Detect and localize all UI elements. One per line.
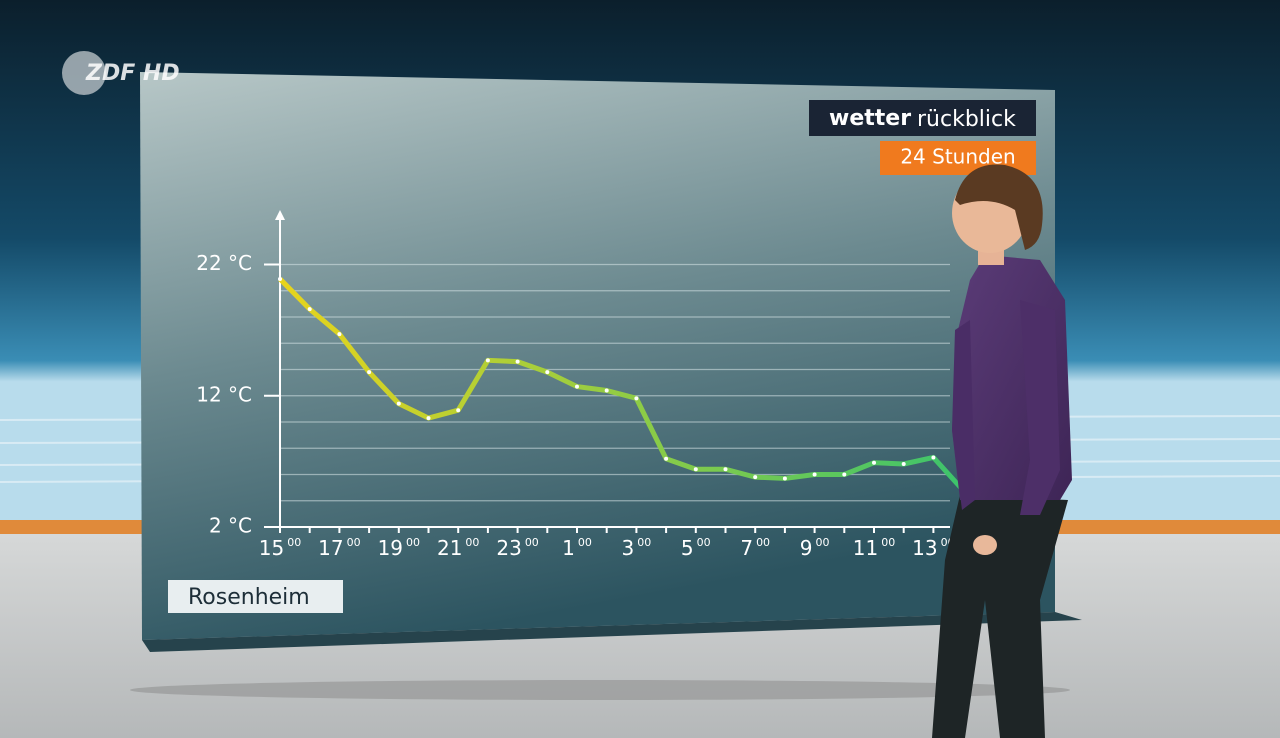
x-tick-hour: 3 bbox=[622, 536, 635, 560]
data-point bbox=[396, 401, 401, 406]
presenter bbox=[932, 164, 1072, 738]
x-tick-hour: 13 bbox=[912, 536, 937, 560]
location: Rosenheim bbox=[188, 585, 310, 610]
x-tick-label: 7 00 bbox=[740, 536, 770, 560]
data-point bbox=[307, 307, 312, 312]
brand-box bbox=[809, 100, 1036, 136]
x-tick-minutes: 00 bbox=[347, 536, 361, 549]
x-tick-minutes: 00 bbox=[578, 536, 592, 549]
data-point bbox=[842, 472, 847, 477]
data-point bbox=[575, 384, 579, 389]
x-tick-label: 11 00 bbox=[853, 536, 895, 560]
x-tick-minutes: 00 bbox=[287, 536, 301, 549]
x-tick-hour: 19 bbox=[378, 536, 403, 560]
x-tick-label: 3 00 bbox=[622, 536, 652, 560]
data-point bbox=[901, 462, 906, 466]
x-tick-label: 23 00 bbox=[496, 536, 538, 560]
logo-mark bbox=[62, 51, 106, 95]
data-point bbox=[872, 460, 876, 465]
x-tick-minutes: 00 bbox=[637, 536, 651, 549]
y-axis-arrow bbox=[275, 210, 285, 220]
x-tick-minutes: 00 bbox=[756, 536, 770, 549]
data-point bbox=[278, 276, 282, 281]
data-point bbox=[634, 396, 639, 401]
x-tick-label: 15 00 bbox=[259, 536, 301, 560]
data-point bbox=[782, 476, 787, 481]
x-tick-minutes: 00 bbox=[465, 536, 479, 549]
data-point bbox=[664, 456, 669, 461]
chart-board bbox=[140, 72, 1055, 640]
logo: ZDF HD bbox=[85, 61, 180, 86]
brand: wetter bbox=[829, 106, 911, 131]
board-shadow bbox=[130, 680, 1070, 700]
data-line bbox=[278, 277, 965, 492]
data-point bbox=[812, 472, 817, 477]
data-point bbox=[515, 359, 520, 364]
y-tick-label: 22 °C bbox=[196, 251, 252, 275]
chart-title: rückblick bbox=[917, 107, 1016, 132]
x-tick-hour: 9 bbox=[800, 536, 813, 560]
plot: 2 °C12 °C22 °C15 00 17 00 19 00 21 00 23 00 1 00 3 00… bbox=[196, 210, 966, 560]
x-tick-label: 19 00 bbox=[378, 536, 420, 560]
x-tick-hour: 21 bbox=[437, 536, 462, 560]
x-tick-label: 21 00 bbox=[437, 536, 479, 560]
data-point bbox=[604, 388, 609, 393]
x-tick-minutes: 00 bbox=[525, 536, 539, 549]
location-box bbox=[168, 580, 343, 613]
data-point bbox=[456, 408, 461, 413]
x-tick-label: 1 00 bbox=[562, 536, 592, 560]
data-point bbox=[426, 416, 431, 421]
x-tick-minutes: 00 bbox=[406, 536, 420, 549]
x-tick-minutes: 00 bbox=[815, 536, 829, 549]
y-tick-label: 2 °C bbox=[209, 514, 252, 538]
x-tick-minutes: 00 bbox=[697, 536, 711, 549]
x-tick-hour: 11 bbox=[853, 536, 878, 560]
x-tick-label: 17 00 bbox=[318, 536, 360, 560]
data-point bbox=[545, 370, 550, 375]
x-tick-hour: 7 bbox=[740, 536, 753, 560]
data-point bbox=[367, 370, 372, 375]
data-point bbox=[485, 358, 490, 363]
data-point bbox=[723, 467, 728, 472]
x-tick-label: 9 00 bbox=[800, 536, 830, 560]
data-point bbox=[753, 475, 758, 480]
x-tick-hour: 23 bbox=[496, 536, 521, 560]
x-tick-minutes: 00 bbox=[881, 536, 895, 549]
x-tick-label: 5 00 bbox=[681, 536, 711, 560]
x-tick-hour: 15 bbox=[259, 536, 284, 560]
x-tick-hour: 5 bbox=[681, 536, 694, 560]
data-point bbox=[337, 332, 342, 337]
board-edge bbox=[142, 612, 1082, 652]
x-tick-hour: 1 bbox=[562, 536, 575, 560]
y-tick-label: 12 °C bbox=[196, 382, 252, 406]
data-point bbox=[693, 467, 698, 472]
x-tick-hour: 17 bbox=[318, 536, 343, 560]
data-point bbox=[931, 455, 936, 460]
